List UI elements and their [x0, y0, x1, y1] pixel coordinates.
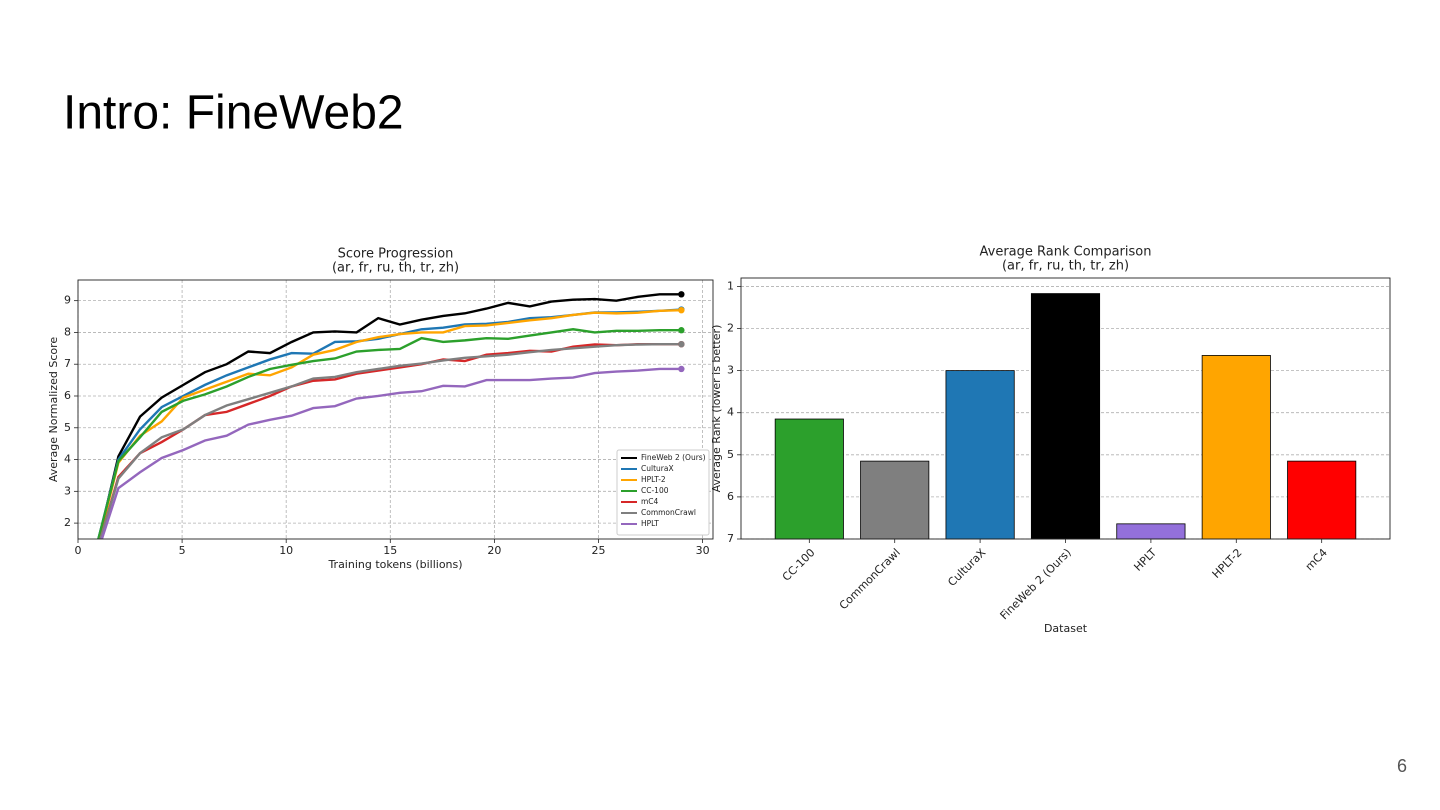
x-tick-label: 15	[383, 544, 397, 557]
legend-label: FineWeb 2 (Ours)	[641, 453, 706, 462]
y-tick-label: 4	[64, 453, 71, 466]
x-tick-label: 30	[696, 544, 710, 557]
y-tick-label: 4	[727, 406, 734, 419]
x-tick-label: CommonCrawl	[837, 546, 903, 612]
legend-label: HPLT-2	[641, 475, 666, 484]
end-marker	[678, 365, 685, 373]
series-line	[97, 293, 682, 539]
y-tick-label: 7	[727, 532, 734, 545]
x-tick-label: 20	[487, 544, 501, 557]
y-tick-label: 3	[727, 364, 734, 377]
legend-label: CommonCrawl	[641, 508, 696, 517]
lines	[97, 293, 682, 539]
x-tick-label: CulturaX	[945, 546, 988, 589]
plot-frame	[77, 279, 714, 540]
chart-title: Average Rank Comparison	[980, 245, 1152, 260]
bar	[774, 418, 844, 540]
slide-title: Intro: FineWeb2	[63, 87, 404, 140]
legend-label: CulturaX	[641, 464, 674, 473]
y-tick-label: 6	[64, 389, 71, 402]
y-tick-label: 7	[64, 357, 71, 370]
y-axis-label: Average Rank (lower is better)	[710, 325, 723, 493]
x-tick-label: 10	[279, 544, 293, 557]
series-line	[99, 342, 682, 539]
x-axis-label: Dataset	[1044, 622, 1088, 635]
page-number: 6	[1397, 756, 1407, 776]
x-tick-label: FineWeb 2 (Ours)	[998, 546, 1074, 622]
x-tick-label: HPLT	[1131, 546, 1159, 574]
bar	[1287, 460, 1357, 540]
bar	[1201, 355, 1271, 540]
y-tick-label: 2	[727, 322, 734, 335]
chart-subtitle: (ar, fr, ru, th, tr, zh)	[1002, 259, 1129, 274]
end-marker	[678, 327, 685, 334]
chart-title: Score Progression	[338, 247, 454, 262]
series-line	[97, 328, 682, 539]
end-marker	[678, 340, 685, 348]
x-tick-label: HPLT-2	[1210, 546, 1245, 581]
y-tick-label: 6	[727, 490, 734, 503]
series-line	[100, 367, 682, 539]
x-axis-label: Training tokens (billions)	[327, 558, 462, 571]
end-marker	[678, 291, 685, 298]
y-tick-label: 5	[64, 421, 71, 434]
series-line	[99, 342, 682, 539]
plot-frame	[740, 277, 1391, 540]
x-tick-label: 5	[179, 544, 186, 557]
legend-box	[616, 449, 710, 536]
chart-subtitle: (ar, fr, ru, th, tr, zh)	[332, 261, 459, 276]
y-tick-label: 1	[727, 279, 734, 292]
y-tick-label: 5	[727, 448, 734, 461]
y-tick-label: 9	[64, 294, 71, 307]
bar	[1030, 293, 1101, 540]
y-tick-label: 3	[64, 484, 71, 497]
y-axis-label: Average Normalized Score	[47, 337, 60, 483]
series-line	[97, 308, 682, 539]
x-tick-label: CC-100	[780, 546, 818, 584]
bar	[860, 460, 930, 540]
legend-label: HPLT	[641, 519, 659, 528]
x-tick-label: 0	[75, 544, 82, 557]
legend-label: CC-100	[641, 486, 669, 495]
x-tick-label: mC4	[1303, 546, 1330, 573]
y-tick-label: 2	[64, 516, 71, 529]
bar	[1116, 523, 1186, 540]
legend-label: mC4	[641, 497, 659, 506]
y-tick-label: 8	[64, 325, 71, 338]
x-tick-label: 25	[591, 544, 605, 557]
bar	[945, 370, 1015, 540]
end-marker	[678, 306, 685, 314]
